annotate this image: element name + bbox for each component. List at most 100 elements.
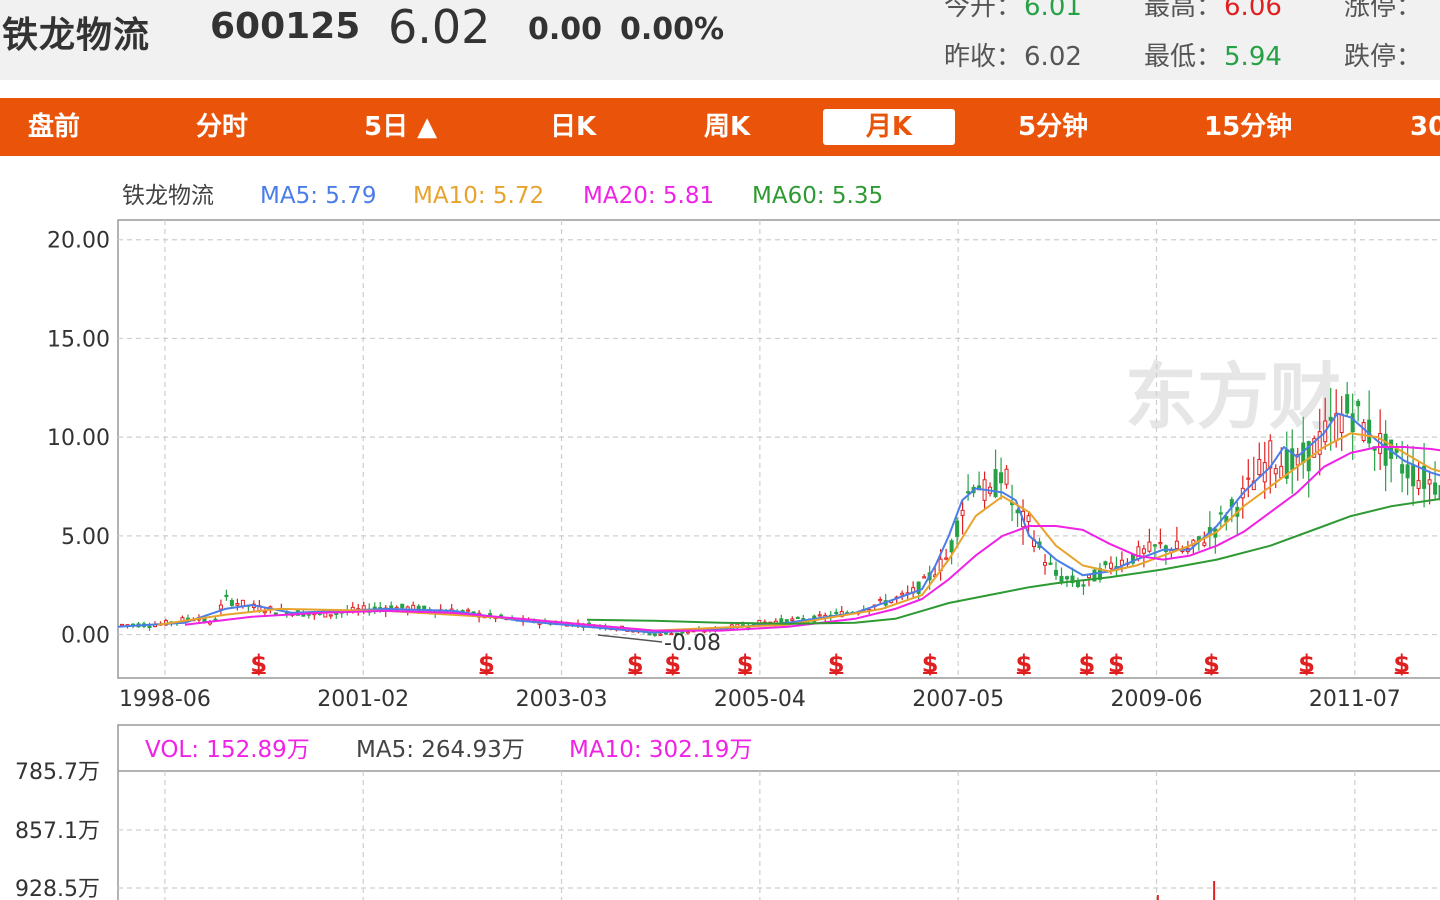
- legend-vol-ma5: MA5: 264.93万: [356, 737, 525, 763]
- candle-body: [779, 618, 784, 623]
- dividend-marker[interactable]: $: [1078, 650, 1095, 678]
- candle-body: [1026, 515, 1031, 522]
- candle-body: [834, 611, 839, 614]
- candle-body: [1059, 575, 1064, 583]
- tab-5day[interactable]: 5日 ▲: [364, 112, 438, 142]
- candle-body: [669, 632, 674, 636]
- legend-vol: VOL: 152.89万: [145, 737, 310, 763]
- dividend-marker[interactable]: $: [828, 650, 845, 678]
- candle-body: [1218, 512, 1223, 515]
- candle-body: [1345, 394, 1350, 414]
- candle-body: [1361, 422, 1366, 441]
- candle-body: [960, 509, 965, 516]
- candle-body: [422, 605, 427, 610]
- dividend-marker[interactable]: $: [1203, 650, 1220, 678]
- candle-body: [1416, 480, 1421, 489]
- line-ma5: [117, 412, 1440, 634]
- legend-ma60: MA60: 5.35: [752, 183, 883, 209]
- candle-body: [1054, 569, 1058, 576]
- stock-price: 6.02: [388, 0, 491, 54]
- volume-y-tick: 785.7万: [15, 760, 100, 785]
- candle-body: [790, 618, 795, 621]
- candle-body: [1246, 477, 1251, 480]
- price-x-tick: 1998-06: [119, 687, 211, 712]
- volume-y-tick: 928.5万: [15, 877, 100, 900]
- price-x-tick: 2005-04: [714, 687, 806, 712]
- price-x-tick: 2001-02: [317, 687, 409, 712]
- dividend-marker[interactable]: $: [1298, 650, 1315, 678]
- candle-body: [955, 520, 960, 537]
- candle-body: [147, 625, 152, 628]
- candle-body: [674, 632, 679, 635]
- candle-body: [1202, 542, 1207, 546]
- price-y-tick: 5.00: [61, 525, 110, 550]
- candle-body: [944, 557, 949, 560]
- candle-body: [273, 612, 278, 615]
- price-panel-frame: [117, 219, 1440, 679]
- candle-body: [878, 598, 883, 602]
- dividend-marker[interactable]: $: [1108, 650, 1125, 678]
- price-y-axis: 20.00 15.00 10.00 5.00 0.00: [47, 229, 110, 649]
- candle-body: [652, 633, 657, 636]
- moving-average-lines: [117, 412, 1440, 634]
- tab-premarket[interactable]: 盘前: [28, 112, 81, 142]
- dividend-marker[interactable]: $: [1015, 650, 1032, 678]
- candle-body: [1312, 438, 1317, 458]
- tab-30min[interactable]: 30: [1410, 112, 1440, 142]
- candle-body: [1405, 464, 1410, 479]
- candle-body: [1004, 468, 1009, 485]
- volume-y-axis: 785.7万 857.1万 928.5万: [15, 760, 100, 900]
- stock-change-pct: 0.00%: [620, 12, 725, 47]
- dividend-marker[interactable]: $: [1393, 650, 1410, 678]
- candle-body: [1273, 468, 1278, 475]
- stat-limit-up: 涨停：: [1344, 0, 1423, 22]
- candle-body: [966, 491, 971, 494]
- candle-body: [218, 604, 223, 610]
- tab-intraday[interactable]: 分时: [196, 112, 249, 142]
- tab-monthly-k[interactable]: 月K: [823, 109, 955, 145]
- stat-limit-down: 跌停：: [1344, 42, 1423, 72]
- legend-ma5: MA5: 5.79: [260, 183, 376, 209]
- dividend-marker[interactable]: $: [664, 650, 681, 678]
- volume-y-tick: 857.1万: [15, 819, 100, 844]
- dividend-marker[interactable]: $: [737, 650, 754, 678]
- candle-body: [1048, 562, 1053, 565]
- candle-body: [1279, 465, 1284, 479]
- tab-15min[interactable]: 15分钟: [1204, 112, 1293, 142]
- stock-change: 0.00: [528, 12, 603, 47]
- volume-panel-frame: [117, 724, 1440, 900]
- dividend-marker[interactable]: $: [250, 650, 267, 678]
- candle-body: [1383, 433, 1388, 466]
- candle-body: [1015, 509, 1020, 514]
- stat-low: 最低：5.94: [1144, 42, 1282, 72]
- tab-5min[interactable]: 5分钟: [1018, 112, 1089, 142]
- candle-body: [466, 609, 471, 612]
- candle-body: [1328, 416, 1333, 421]
- watermark-text: 东方财: [1125, 355, 1341, 439]
- candle-body: [1070, 575, 1075, 584]
- dividend-marker[interactable]: $: [922, 650, 939, 678]
- tab-weekly-k[interactable]: 周K: [704, 112, 751, 142]
- price-x-axis: 1998-06 2001-02 2003-03 2005-04 2007-05 2009-…: [119, 687, 1401, 712]
- line-ma20: [184, 446, 1440, 632]
- line-ma10: [158, 432, 1440, 632]
- candle-body: [235, 603, 240, 606]
- tab-daily-k[interactable]: 日K: [550, 112, 597, 142]
- legend-ma10: MA10: 5.72: [413, 183, 544, 209]
- dividend-marker[interactable]: $: [627, 650, 644, 678]
- line-ma60: [586, 498, 1440, 625]
- candle-body: [1064, 576, 1069, 580]
- stock-name: 铁龙物流: [2, 15, 151, 56]
- candle-body: [1350, 413, 1355, 433]
- stock-code: 600125: [210, 6, 361, 47]
- legend-vol-ma10: MA10: 302.19万: [569, 737, 752, 763]
- stat-high: 最高：6.06: [1144, 0, 1282, 22]
- dividend-marker[interactable]: $: [478, 650, 495, 678]
- stock-header: 铁龙物流 600125 6.02 0.00 0.00% 今开：6.01 最高：6…: [0, 0, 1440, 80]
- candle-body: [1108, 562, 1113, 569]
- price-x-tick: 2007-05: [912, 687, 1004, 712]
- candle-body: [1075, 581, 1080, 587]
- candle-body: [1043, 562, 1048, 566]
- candle-body: [1152, 544, 1157, 547]
- candle-body: [1295, 454, 1300, 466]
